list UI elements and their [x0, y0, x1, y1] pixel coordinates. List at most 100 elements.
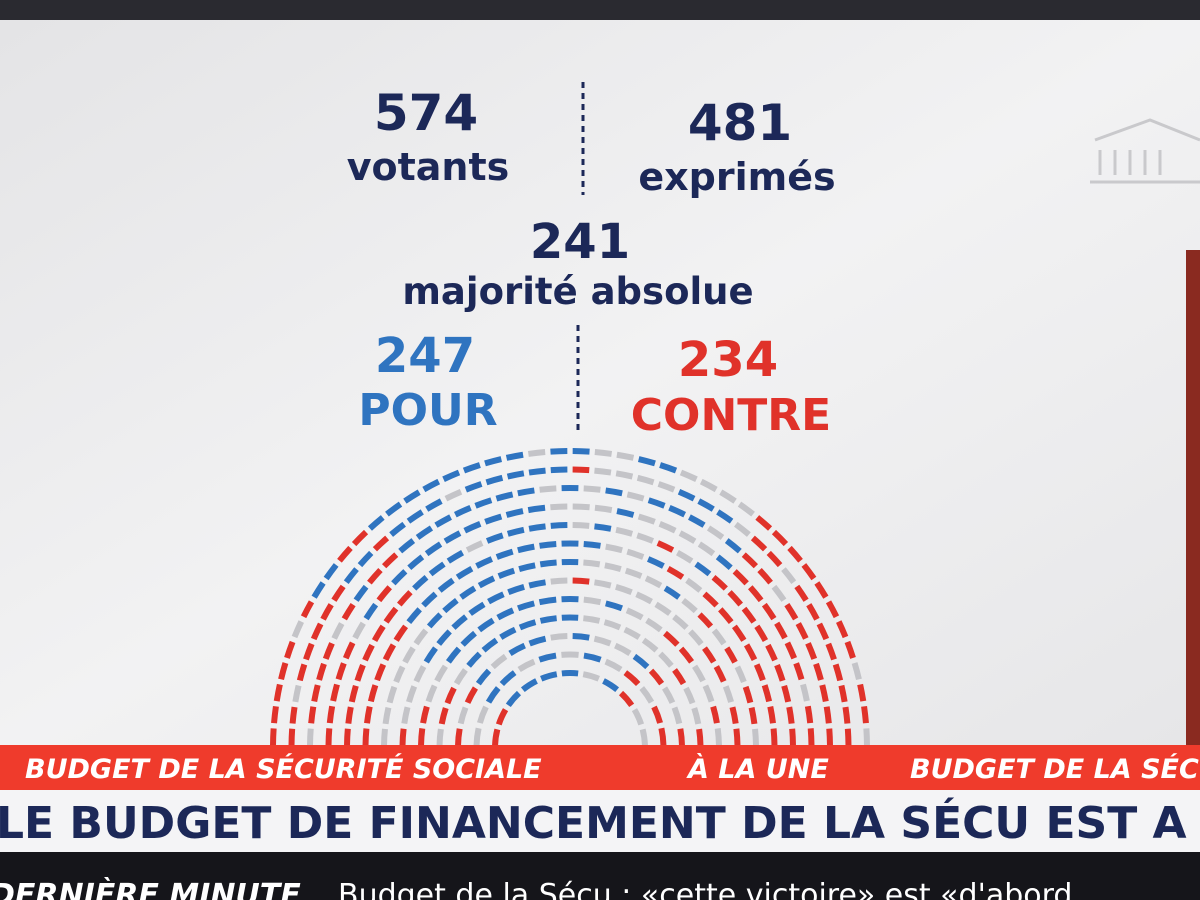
seat: [426, 612, 443, 629]
seat: [343, 567, 359, 584]
seat: [466, 651, 482, 668]
pour-label: POUR: [358, 385, 497, 436]
seat: [381, 552, 399, 569]
seat: [639, 728, 648, 746]
seat: [748, 706, 758, 725]
seat: [505, 451, 524, 461]
seat: [807, 728, 815, 746]
seat: [421, 591, 438, 608]
top-bar: [0, 0, 1200, 20]
seat: [741, 552, 759, 569]
seat: [335, 662, 347, 681]
seat: [331, 584, 346, 602]
seat: [418, 728, 426, 746]
seat: [742, 685, 754, 704]
seat: [520, 678, 538, 693]
seat: [517, 543, 535, 554]
seat: [861, 705, 869, 724]
seat: [495, 708, 509, 726]
seat: [602, 678, 620, 693]
seat: [477, 575, 496, 589]
seat: [697, 541, 716, 557]
seat: [444, 686, 457, 705]
seat: [679, 469, 698, 482]
seat: [677, 728, 685, 746]
seat: [402, 646, 416, 664]
seat: [363, 602, 379, 621]
seat: [424, 541, 443, 557]
seat: [771, 529, 789, 547]
seat: [806, 603, 820, 621]
seat: [789, 728, 796, 746]
assembly-icon: [1090, 118, 1200, 184]
seat: [462, 462, 481, 474]
seat: [636, 532, 655, 544]
seat: [425, 684, 438, 703]
seat: [527, 449, 546, 457]
seat: [517, 658, 536, 673]
seat: [718, 607, 734, 624]
seat: [518, 562, 536, 572]
seat: [495, 548, 514, 560]
seat: [624, 567, 643, 579]
seat: [715, 554, 733, 570]
seat: [508, 642, 526, 656]
seat: [364, 706, 373, 724]
seat: [477, 705, 489, 724]
seat: [357, 550, 374, 568]
seat: [657, 481, 676, 493]
seat: [497, 567, 516, 579]
seat: [273, 683, 283, 702]
seat: [362, 728, 370, 746]
seat: [528, 467, 546, 476]
seat: [406, 509, 424, 524]
seat: [594, 579, 612, 589]
seat: [583, 540, 601, 549]
seat: [666, 565, 685, 580]
seat: [550, 522, 568, 529]
seat: [648, 668, 665, 686]
seat: [505, 508, 524, 518]
seat: [699, 478, 718, 493]
seat: [343, 641, 356, 660]
seat: [793, 662, 805, 681]
seat: [604, 658, 623, 673]
seat: [539, 540, 557, 549]
seat: [733, 728, 741, 746]
seat: [654, 601, 672, 616]
seat: [813, 662, 824, 681]
seat: [765, 643, 778, 662]
seat: [403, 489, 421, 504]
headline-band: [0, 790, 1200, 852]
seat: [413, 628, 429, 646]
seat: [300, 600, 315, 619]
seat: [572, 503, 590, 511]
seat: [296, 663, 308, 682]
breaking-tag: DERNIÈRE MINUTE: [0, 877, 301, 900]
seat: [434, 664, 448, 683]
seat: [464, 686, 478, 704]
seat: [443, 530, 462, 544]
seat: [697, 612, 714, 629]
seat: [477, 617, 495, 633]
seat: [572, 633, 590, 641]
contre-number: 234: [678, 332, 778, 388]
seat: [678, 530, 697, 544]
seat: [326, 705, 336, 724]
ticker-item: À LA UNE: [686, 753, 829, 785]
seat: [344, 728, 351, 746]
seat: [710, 705, 720, 724]
seat: [505, 690, 522, 708]
seat: [460, 630, 477, 647]
ticker-band: [0, 745, 1200, 790]
seat: [615, 470, 634, 480]
seat: [353, 584, 369, 602]
seat: [425, 498, 443, 512]
seat: [507, 584, 525, 596]
seat: [662, 686, 676, 704]
exprimes-number: 481: [688, 94, 792, 152]
seat: [646, 556, 665, 569]
seat: [284, 640, 296, 659]
seat: [385, 501, 403, 517]
